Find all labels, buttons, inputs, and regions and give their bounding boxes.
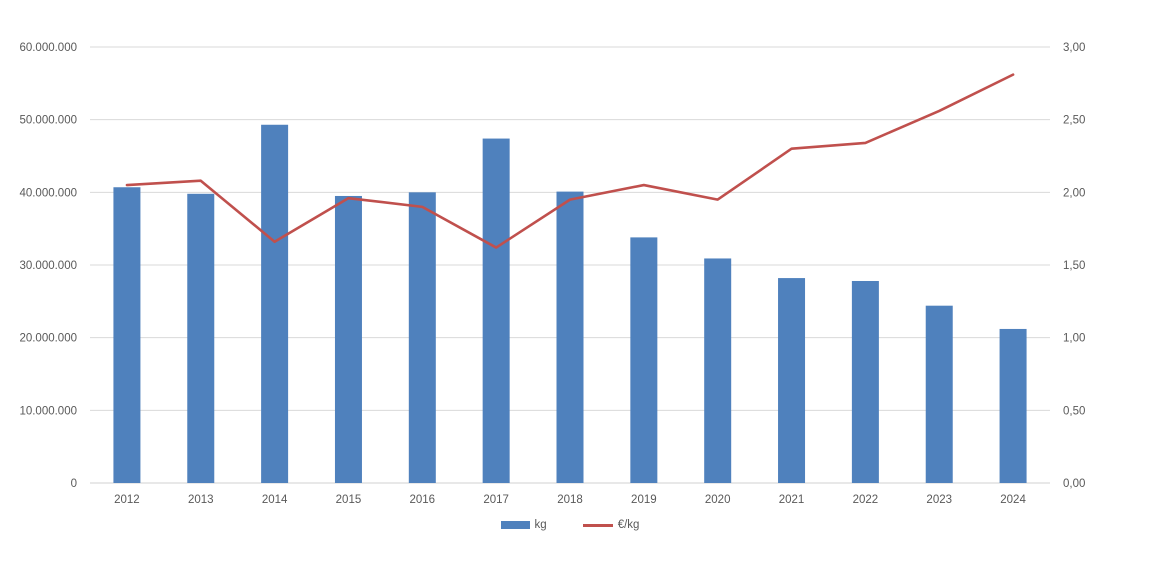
legend-item-kg[interactable]: kg xyxy=(500,519,547,531)
x-axis-category-label: 2017 xyxy=(483,494,509,506)
legend-item-eur-per-kg[interactable]: €/kg xyxy=(582,519,640,531)
x-axis-category-label: 2018 xyxy=(557,494,583,506)
x-axis-category-label: 2021 xyxy=(779,494,805,506)
bar-2017 xyxy=(482,138,510,483)
x-axis-category-label: 2020 xyxy=(705,494,731,506)
bar-2023 xyxy=(925,305,953,483)
right-axis-tick-label: 1,50 xyxy=(1063,260,1085,272)
right-axis-tick-label: 0,00 xyxy=(1063,478,1085,490)
left-axis-tick-label: 20.000.000 xyxy=(19,333,77,345)
bar-2024 xyxy=(999,328,1027,483)
x-axis-category-label: 2013 xyxy=(188,494,214,506)
x-axis-category-label: 2023 xyxy=(926,494,952,506)
x-axis-category-label: 2015 xyxy=(336,494,362,506)
x-axis-category-label: 2024 xyxy=(1000,494,1026,506)
bar-2021 xyxy=(778,278,806,483)
x-axis-category-label: 2014 xyxy=(262,494,288,506)
right-axis-tick-label: 1,00 xyxy=(1063,333,1085,345)
left-axis-tick-label: 30.000.000 xyxy=(19,260,77,272)
left-axis-tick-label: 60.000.000 xyxy=(19,42,77,54)
right-axis-tick-label: 3,00 xyxy=(1063,42,1085,54)
legend-label-eur-per-kg: €/kg xyxy=(617,519,640,531)
left-axis-tick-label: 50.000.000 xyxy=(19,115,77,127)
kg-series-swatch-icon xyxy=(500,521,530,529)
left-axis-tick-label: 10.000.000 xyxy=(19,405,77,417)
eur-per-kg-series-swatch-icon xyxy=(582,523,613,527)
bar-2015 xyxy=(334,195,362,483)
x-axis-category-label: 2019 xyxy=(631,494,657,506)
bar-2019 xyxy=(630,237,658,483)
right-axis-tick-label: 2,50 xyxy=(1063,115,1085,127)
bar-2013 xyxy=(187,193,215,483)
bar-2022 xyxy=(851,280,879,483)
legend: kg €/kg xyxy=(90,519,1050,531)
left-axis-tick-label: 0 xyxy=(71,478,77,490)
left-axis-tick-label: 40.000.000 xyxy=(19,187,77,199)
x-axis-category-label: 2016 xyxy=(410,494,436,506)
x-axis-category-label: 2022 xyxy=(853,494,879,506)
bar-2012 xyxy=(113,187,141,483)
bar-2018 xyxy=(556,191,584,483)
bar-2014 xyxy=(261,124,289,484)
right-axis-tick-label: 0,50 xyxy=(1063,405,1085,417)
bar-2020 xyxy=(704,258,732,483)
x-axis-category-label: 2012 xyxy=(114,494,140,506)
eur-per-kg-line xyxy=(125,73,1015,249)
bar-2016 xyxy=(408,192,436,484)
right-axis-tick-label: 2,00 xyxy=(1063,187,1085,199)
legend-label-kg: kg xyxy=(534,519,547,531)
